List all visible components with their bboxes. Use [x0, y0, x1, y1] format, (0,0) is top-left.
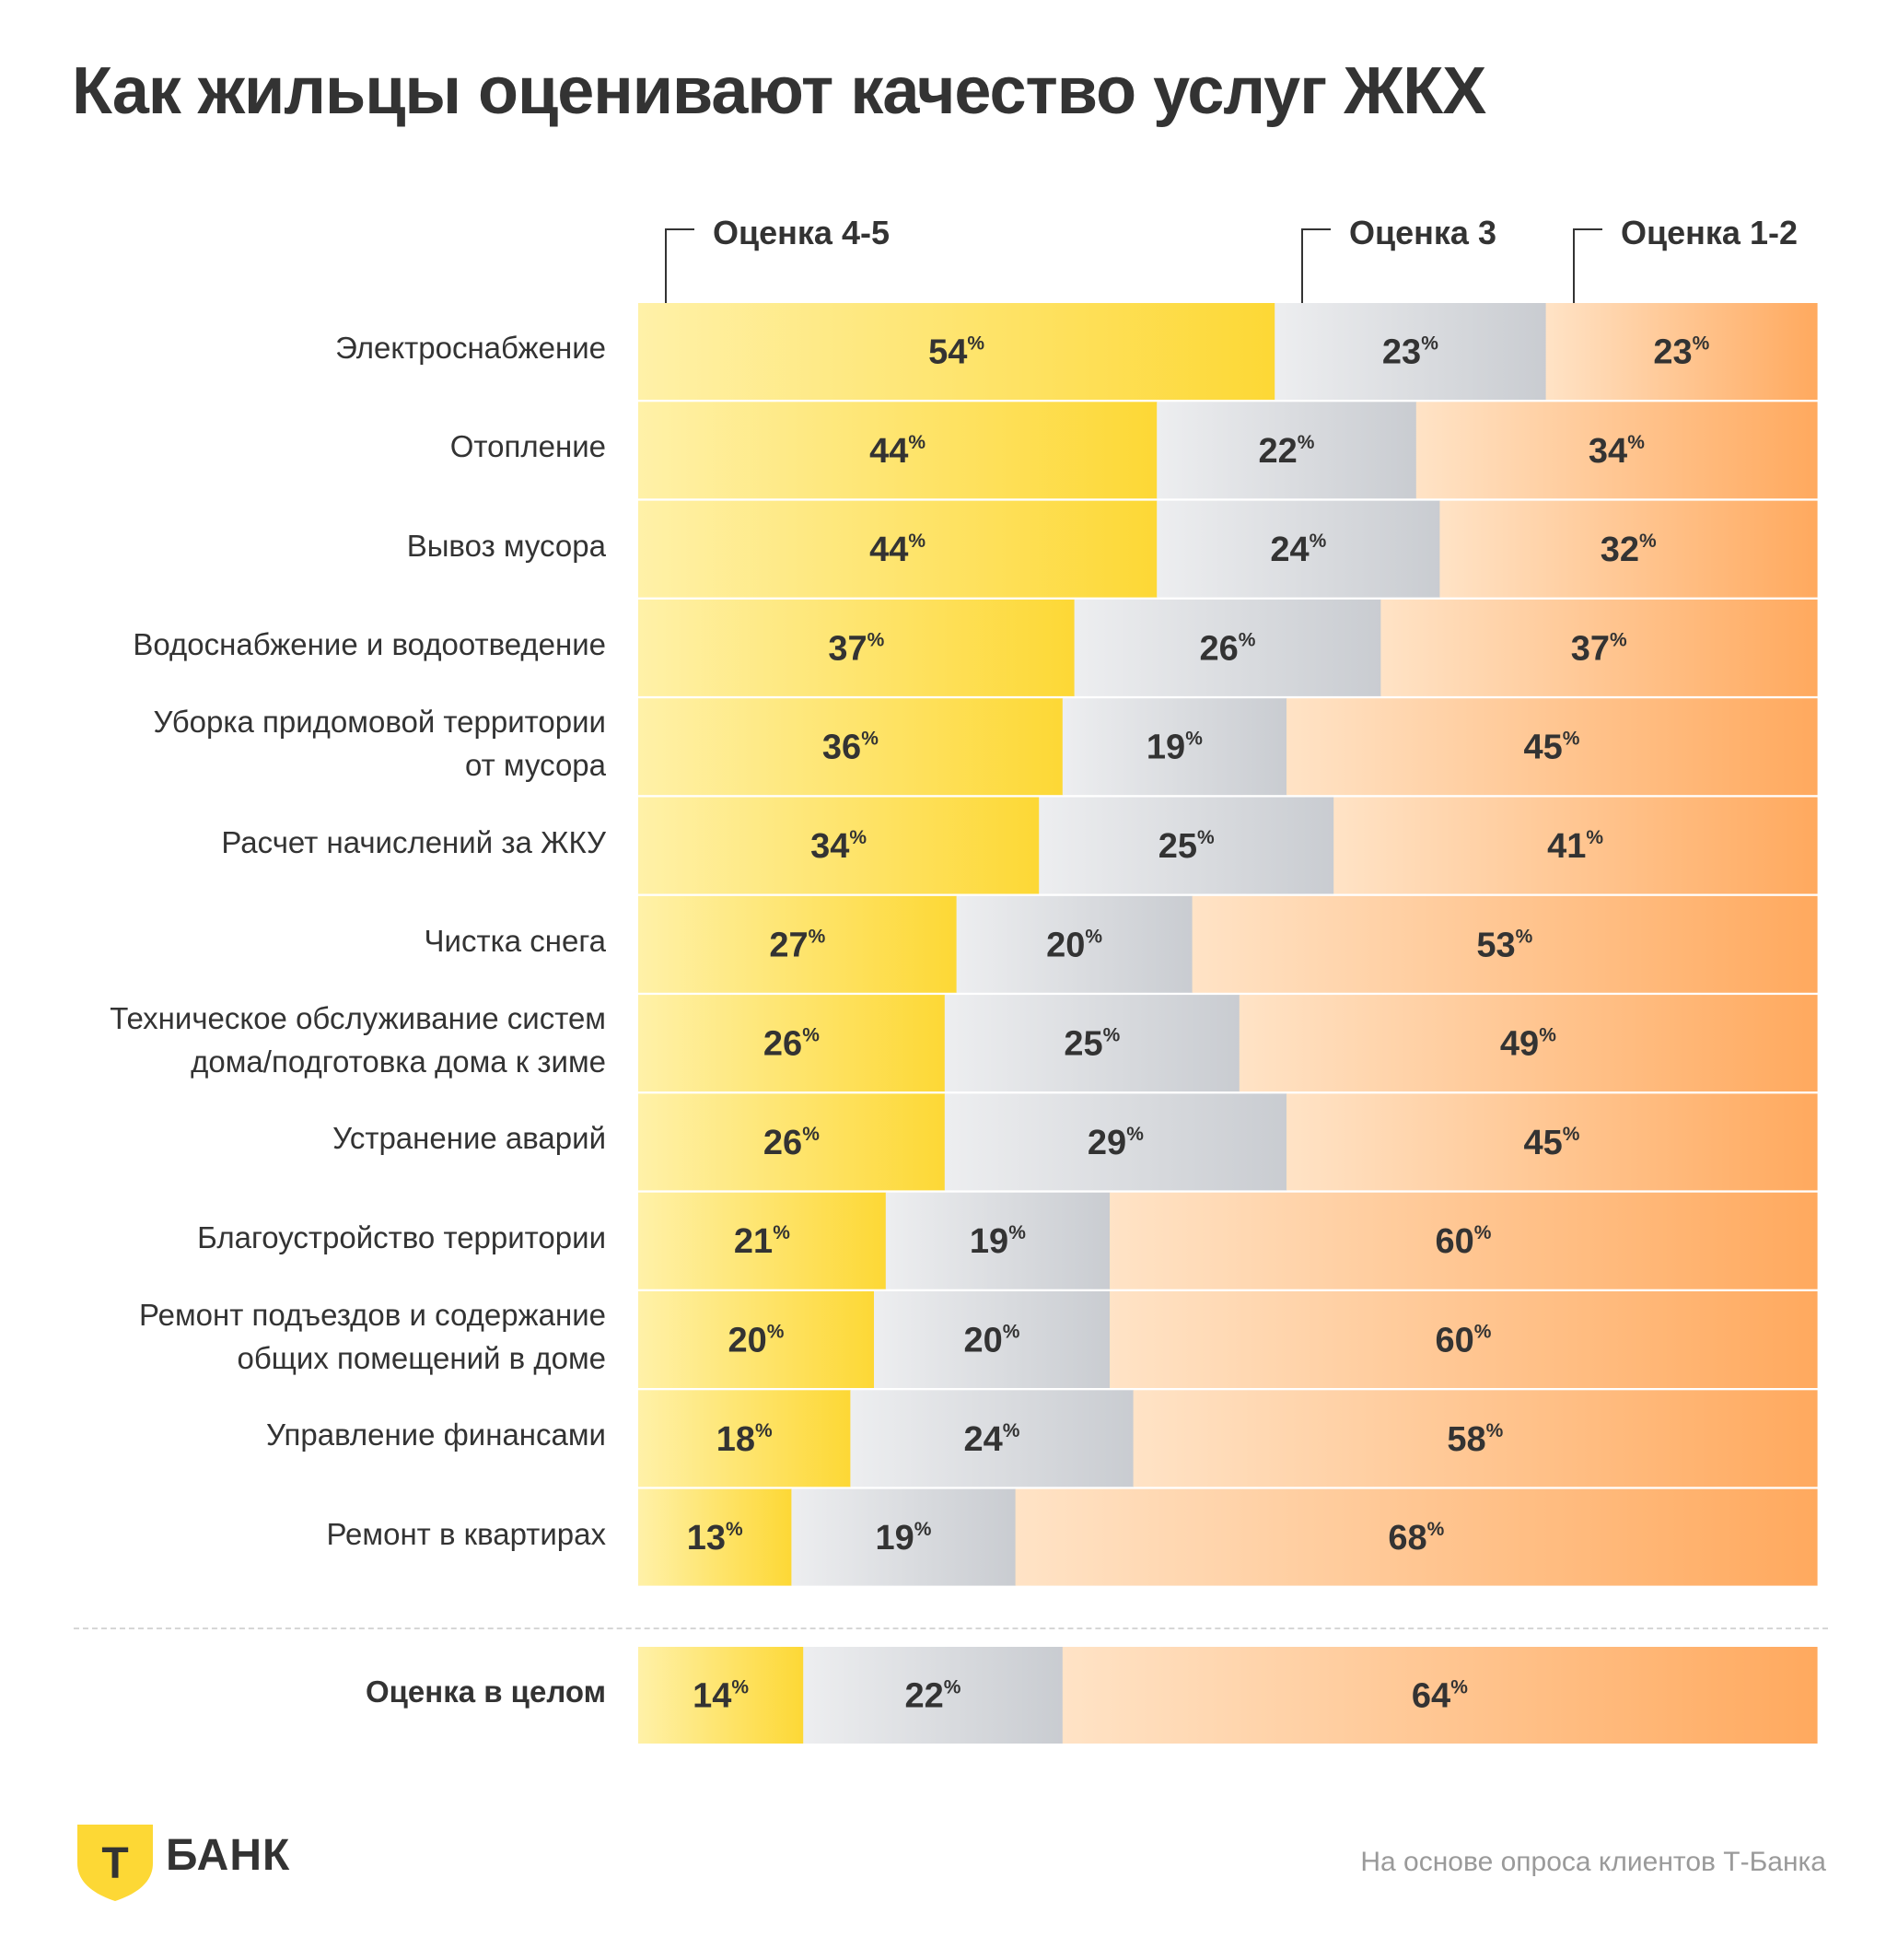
bar-good-summary — [638, 1647, 804, 1744]
summary-label: Оценка в целом — [365, 1674, 606, 1709]
category-label-0: Электроснабжение — [335, 331, 606, 365]
data-label-bad-12: 68% — [1388, 1519, 1444, 1558]
bar-bad-5 — [1333, 797, 1818, 894]
legend-tick — [665, 228, 694, 304]
bar-good-7 — [638, 995, 946, 1092]
bar-bad-4 — [1286, 698, 1818, 796]
category-label-2: Вывоз мусора — [406, 528, 606, 563]
data-label-bad-4: 45% — [1524, 729, 1580, 767]
category-label-12: Ремонт в квартирах — [326, 1516, 607, 1551]
bar-good-4 — [638, 698, 1064, 796]
bar-neutral-11 — [850, 1390, 1135, 1488]
bar-bad-6 — [1192, 895, 1818, 993]
category-label-9: Благоустройство территории — [197, 1219, 606, 1254]
category-label-1: Отопление — [449, 429, 606, 464]
bar-neutral-12 — [791, 1488, 1017, 1586]
legend-label-bad: Оценка 1-2 — [1621, 214, 1798, 251]
data-label-bad-0: 23% — [1653, 333, 1709, 372]
category-label-5: Расчет начислений за ЖКУ — [221, 824, 606, 859]
bar-neutral-10 — [874, 1291, 1111, 1388]
data-label-good-9: 21% — [734, 1222, 790, 1261]
bar-bad-8 — [1286, 1093, 1818, 1191]
bar-bad-summary — [1062, 1647, 1818, 1744]
category-label-10: Ремонт подъездов и содержание общих помещ… — [139, 1297, 606, 1375]
bar-neutral-5 — [1039, 797, 1334, 894]
legend-tick — [1301, 228, 1331, 304]
data-label-neutral-7: 25% — [1064, 1025, 1120, 1064]
bar-good-2 — [638, 500, 1158, 598]
category-label-7: Техническое обслуживание систем дома/подг… — [110, 1000, 606, 1079]
bar-good-5 — [638, 797, 1040, 894]
bar-bad-12 — [1015, 1488, 1818, 1586]
summary-divider — [74, 1628, 1828, 1629]
bar-bad-7 — [1239, 995, 1818, 1092]
legend-label-neutral: Оценка 3 — [1349, 214, 1496, 251]
bar-good-12 — [638, 1488, 792, 1586]
bar-bad-11 — [1133, 1390, 1818, 1488]
category-label-3: Водоснабжение и водоотведение — [133, 626, 606, 661]
bar-neutral-4 — [1062, 698, 1287, 796]
data-label-neutral-2: 24% — [1270, 531, 1326, 569]
bar-neutral-8 — [944, 1093, 1287, 1191]
data-label-good-8: 26% — [763, 1124, 820, 1162]
category-label-4: Уборка придомовой территории от мусора — [153, 704, 606, 782]
bar-neutral-summary — [803, 1647, 1064, 1744]
category-label-11: Управление финансами — [266, 1418, 606, 1452]
bar-good-11 — [638, 1390, 851, 1488]
category-label-8: Устранение аварий — [332, 1121, 606, 1156]
bar-bad-2 — [1439, 500, 1818, 598]
bar-good-10 — [638, 1291, 875, 1388]
bar-neutral-0 — [1275, 303, 1547, 400]
bar-neutral-6 — [956, 895, 1193, 993]
bar-good-3 — [638, 599, 1076, 696]
logo-letter: Т — [101, 1839, 128, 1888]
bar-neutral-9 — [885, 1192, 1111, 1289]
bar-good-0 — [638, 303, 1275, 400]
legend-tick — [1573, 228, 1602, 304]
bar-bad-0 — [1545, 303, 1818, 400]
bar-good-1 — [638, 402, 1158, 499]
data-label-neutral-8: 29% — [1088, 1124, 1144, 1162]
bar-bad-3 — [1380, 599, 1818, 696]
bar-good-6 — [638, 895, 958, 993]
logo-text: БАНК — [166, 1831, 291, 1880]
bar-neutral-2 — [1157, 500, 1440, 598]
source-note: На основе опроса клиентов Т-Банка — [1360, 1847, 1826, 1877]
bar-good-8 — [638, 1093, 946, 1191]
legend-label-good: Оценка 4-5 — [713, 214, 890, 251]
data-label-good-2: 44% — [869, 531, 926, 569]
bar-neutral-3 — [1074, 599, 1381, 696]
tbank-shield-icon: Т — [77, 1825, 153, 1901]
bar-bad-1 — [1415, 402, 1818, 499]
bar-neutral-1 — [1157, 402, 1417, 499]
bar-neutral-7 — [944, 995, 1240, 1092]
bar-bad-10 — [1110, 1291, 1818, 1388]
bar-bad-9 — [1110, 1192, 1818, 1289]
chart-title: Как жильцы оценивают качество услуг ЖКХ — [72, 54, 1486, 128]
bar-good-9 — [638, 1192, 887, 1289]
tbank-logo: Т БАНК — [74, 1821, 350, 1904]
category-label-6: Чистка снега — [424, 923, 606, 958]
